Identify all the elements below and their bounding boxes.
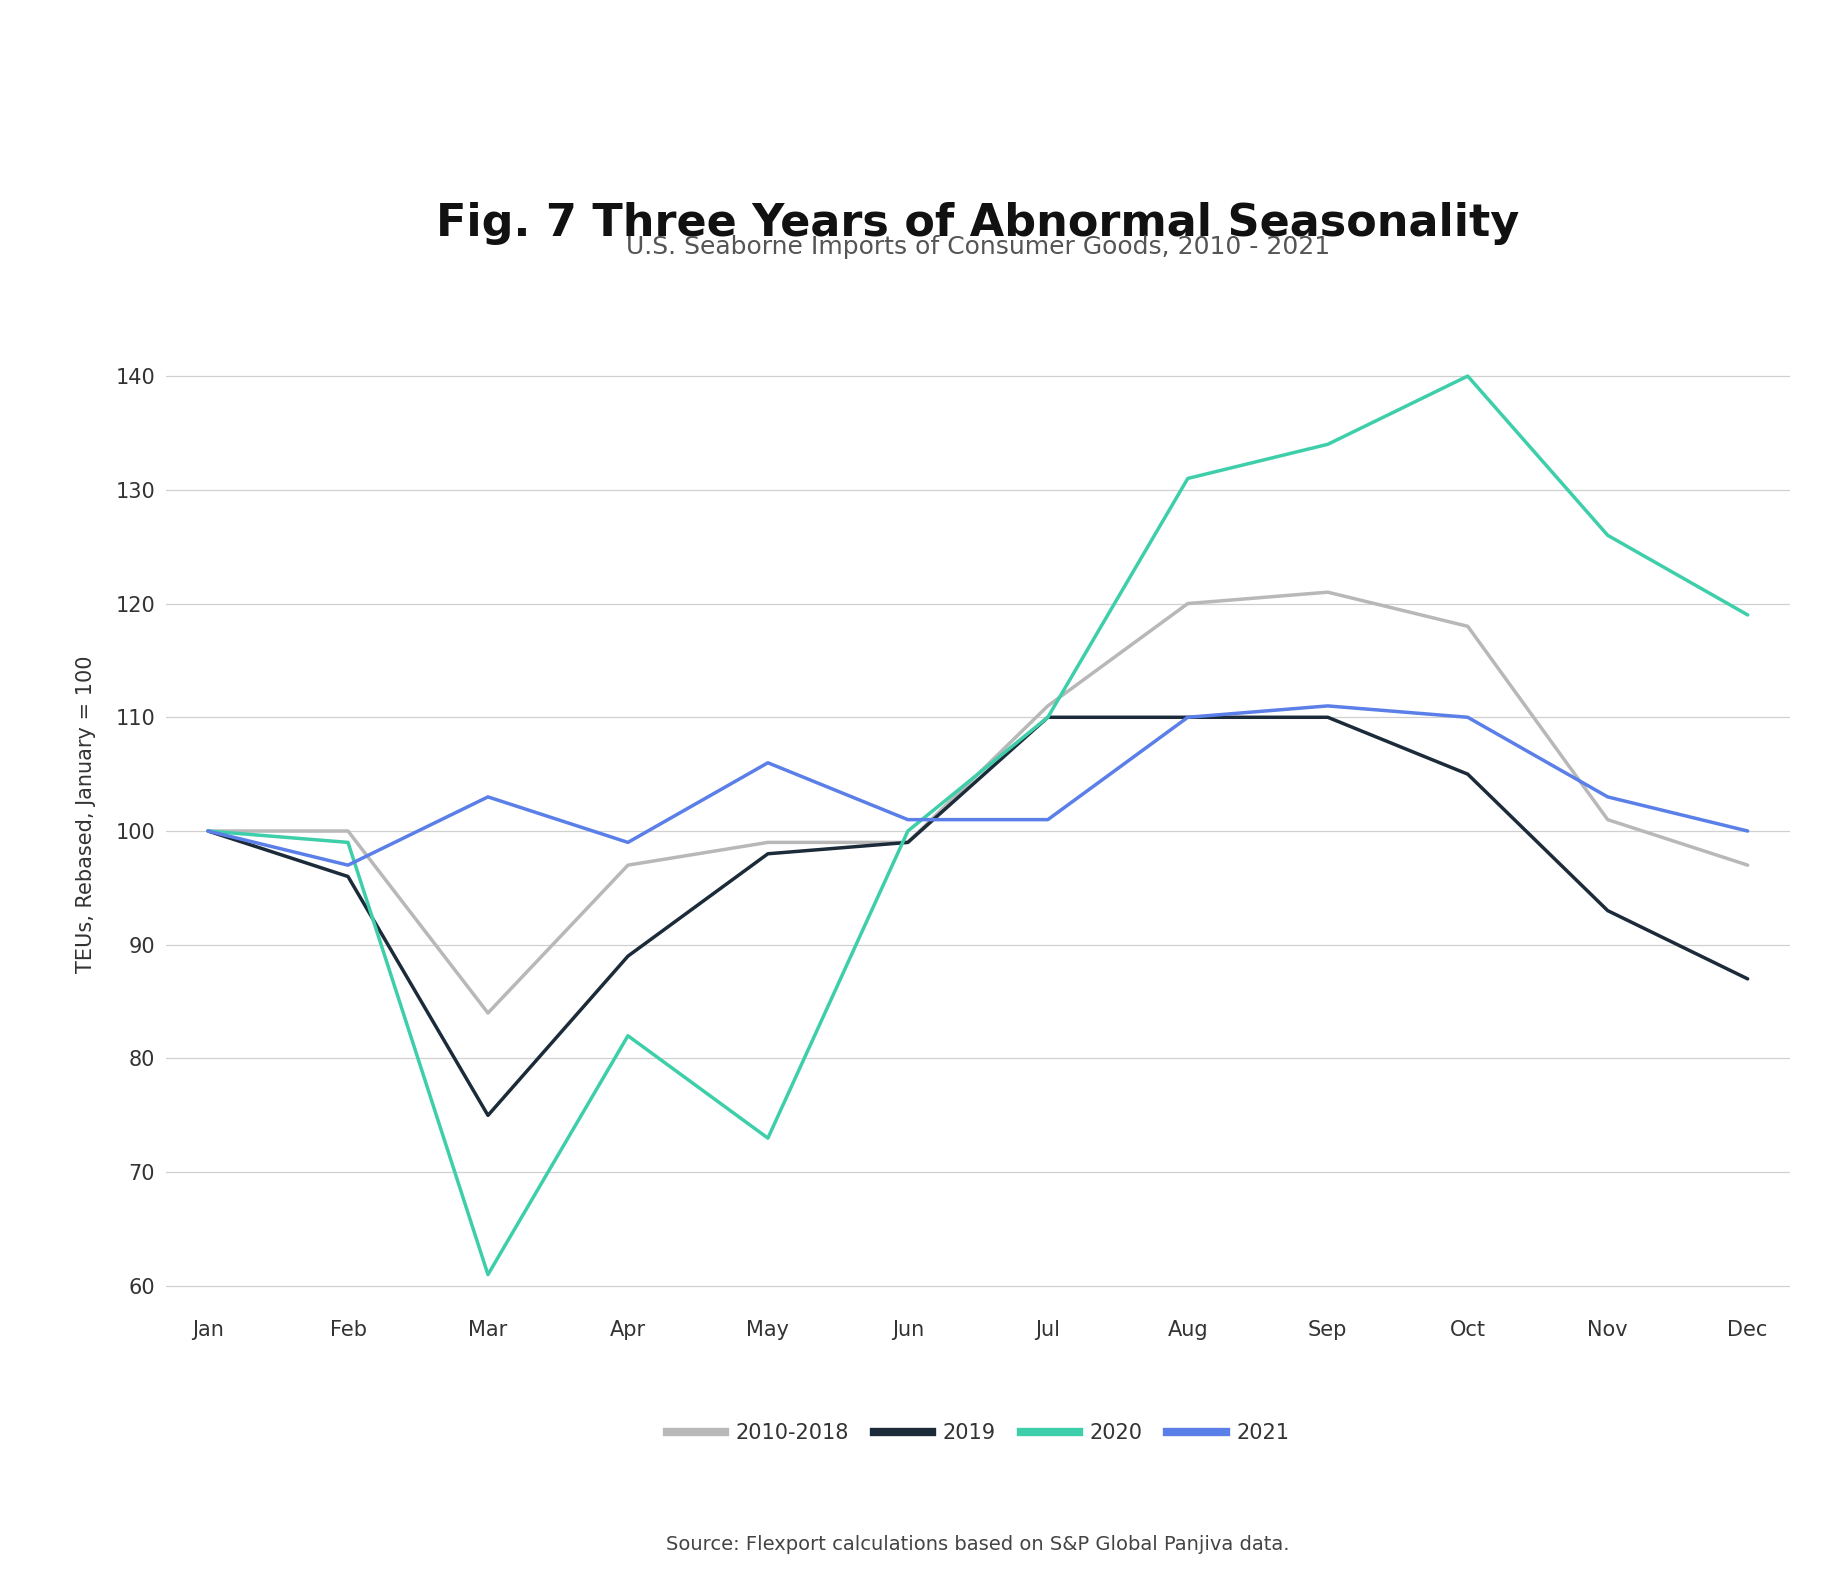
2019 [197, 822, 220, 841]
Line: 2020: 2020 [208, 377, 1747, 1275]
2010-2018 [897, 833, 919, 852]
2020 [476, 1266, 498, 1285]
2010-2018 [1037, 696, 1059, 715]
2020 [197, 822, 220, 841]
2019 [338, 867, 360, 886]
2020 [616, 1026, 638, 1045]
2021 [1177, 707, 1199, 726]
2019 [1177, 707, 1199, 726]
2019 [1037, 707, 1059, 726]
Line: 2010-2018: 2010-2018 [208, 592, 1747, 1013]
2020 [897, 822, 919, 841]
2010-2018 [1736, 855, 1758, 875]
2019 [1596, 902, 1618, 921]
2019 [897, 833, 919, 852]
2010-2018 [756, 833, 779, 852]
2019 [1458, 764, 1480, 784]
Text: U.S. Seaborne Imports of Consumer Goods, 2010 - 2021: U.S. Seaborne Imports of Consumer Goods,… [625, 235, 1330, 260]
2020 [756, 1128, 779, 1148]
2010-2018 [1317, 583, 1339, 602]
2010-2018 [1458, 616, 1480, 635]
2021 [756, 753, 779, 772]
Legend: 2010-2018, 2019, 2020, 2021: 2010-2018, 2019, 2020, 2021 [659, 1416, 1297, 1452]
2021 [616, 833, 638, 852]
2010-2018 [1177, 594, 1199, 613]
2019 [756, 844, 779, 863]
2020 [338, 833, 360, 852]
2020 [1736, 605, 1758, 624]
2020 [1596, 525, 1618, 544]
2021 [197, 822, 220, 841]
Line: 2021: 2021 [208, 705, 1747, 865]
2021 [1317, 696, 1339, 715]
2019 [1317, 707, 1339, 726]
2021 [338, 855, 360, 875]
2021 [1736, 822, 1758, 841]
Y-axis label: TEUs, Rebased, January = 100: TEUs, Rebased, January = 100 [76, 656, 96, 972]
2020 [1177, 469, 1199, 488]
2020 [1458, 367, 1480, 386]
2021 [1596, 787, 1618, 806]
2019 [1736, 969, 1758, 988]
2019 [616, 946, 638, 966]
Text: Source: Flexport calculations based on S&P Global Panjiva data.: Source: Flexport calculations based on S… [666, 1535, 1290, 1555]
2010-2018 [616, 855, 638, 875]
2021 [897, 811, 919, 830]
2021 [1458, 707, 1480, 726]
2010-2018 [197, 822, 220, 841]
2010-2018 [476, 1004, 498, 1023]
2010-2018 [338, 822, 360, 841]
2020 [1037, 707, 1059, 726]
2019 [476, 1106, 498, 1125]
Title: Fig. 7 Three Years of Abnormal Seasonality: Fig. 7 Three Years of Abnormal Seasonali… [435, 201, 1520, 244]
2021 [476, 787, 498, 806]
2020 [1317, 434, 1339, 453]
2010-2018 [1596, 811, 1618, 830]
Line: 2019: 2019 [208, 717, 1747, 1116]
2021 [1037, 811, 1059, 830]
